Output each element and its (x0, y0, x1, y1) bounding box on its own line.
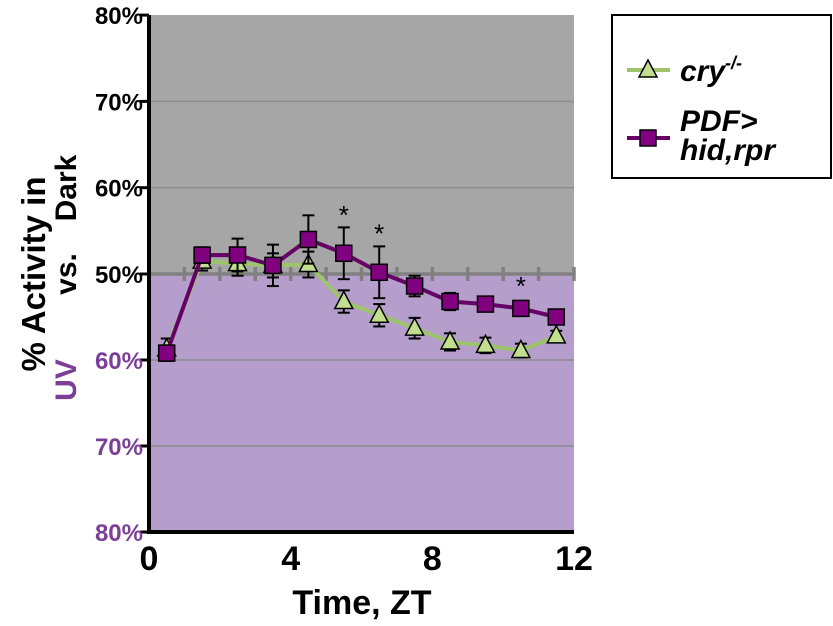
x-axis-title: Time, ZT (292, 584, 431, 622)
square-marker (193, 246, 211, 264)
y-axis-title-line1: % Activity in (15, 177, 52, 372)
square-marker (512, 299, 530, 318)
series-pdf-hid-rpr (157, 214, 566, 362)
y-tick-label: 80% (95, 3, 143, 30)
square-marker (547, 308, 566, 326)
y-axis-title-dark: Dark (50, 154, 83, 221)
axes (140, 13, 574, 534)
y-tick-labels: 80% 70% 60% 50% 60% 70% 80% (95, 3, 143, 547)
legend-item-cry: cry-/- (627, 53, 742, 88)
legend-item-pdf: PDF> hid,rpr (627, 105, 777, 167)
triangle-marker (546, 324, 567, 344)
square-marker (441, 292, 459, 311)
gridlines (149, 100, 574, 447)
divider-line (149, 267, 576, 281)
square-marker (476, 295, 495, 313)
square-marker (157, 344, 176, 362)
x-tick-label: 12 (555, 540, 593, 578)
y-tick-label: 80% (95, 520, 143, 547)
square-marker (299, 230, 318, 249)
y-tick-label: 50% (95, 262, 143, 289)
legend-square-icon (639, 129, 657, 147)
square-marker (335, 244, 353, 263)
x-tick-label: 4 (281, 540, 300, 578)
triangle-marker (404, 316, 425, 336)
triangle-marker (368, 303, 390, 324)
y-tick-label: 70% (95, 89, 143, 116)
legend-label-cry-sup: -/- (725, 53, 742, 73)
legend-label-cry: cry-/- (680, 53, 742, 88)
y-axis-title-uv: UV (50, 359, 83, 401)
square-marker (228, 246, 247, 264)
significance-asterisk: * (516, 271, 526, 301)
legend-label-pdf-line2: hid,rpr (680, 134, 777, 167)
triangle-marker (475, 333, 496, 354)
significance-asterisk: * (339, 200, 349, 230)
legend: cry-/- PDF> hid,rpr (611, 14, 832, 179)
uv-region (149, 274, 574, 532)
plot-background (149, 15, 574, 532)
triangle-marker (333, 289, 355, 310)
annotations: * * * (339, 200, 526, 301)
dark-region (149, 15, 574, 274)
x-tick-labels: 0 4 8 12 (140, 540, 593, 578)
y-tick-label: 60% (95, 348, 143, 375)
square-marker (370, 263, 388, 282)
y-tick-label: 70% (95, 434, 143, 461)
y-axis-title-vs: vs. (50, 253, 83, 295)
triangle-marker (510, 338, 532, 359)
triangle-marker (439, 330, 461, 350)
square-marker (405, 277, 424, 295)
legend-label-pdf-line1: PDF> (680, 105, 758, 138)
significance-asterisk: * (374, 218, 384, 248)
legend-label-cry-main: cry (680, 55, 726, 88)
x-tick-label: 8 (423, 540, 442, 578)
y-tick-label: 60% (95, 176, 143, 203)
legend-triangle-icon (637, 58, 659, 78)
square-marker (264, 256, 282, 275)
legend-box (611, 14, 832, 179)
x-tick-label: 0 (140, 540, 159, 578)
series-layer (156, 214, 567, 362)
